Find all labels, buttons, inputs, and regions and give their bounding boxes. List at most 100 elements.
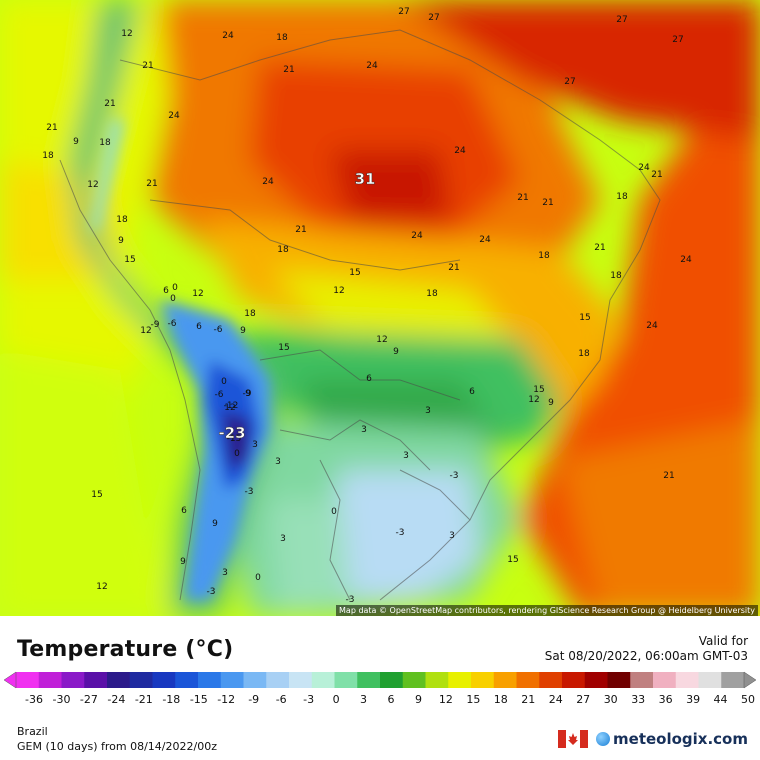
contour-label: 6 xyxy=(469,387,475,397)
map-attribution: Map data © OpenStreetMap contributors, r… xyxy=(336,605,758,616)
color-scale-ticks: -36 -30 -27 -24 -21 -18 -15 -12 -9 -6 -3 0 3 6 9 12 15 18… xyxy=(25,693,755,706)
scale-swatch xyxy=(539,672,563,688)
contour-label: 3 xyxy=(449,531,455,541)
scale-tick-label: -15 xyxy=(190,693,208,706)
contour-label: 21 xyxy=(46,123,57,133)
scale-swatch xyxy=(289,672,313,688)
scale-tick-label: -12 xyxy=(217,693,235,706)
contour-label: -3 xyxy=(346,595,355,605)
scale-swatch xyxy=(84,672,108,688)
contour-label: 27 xyxy=(616,15,627,25)
contour-label: 9 xyxy=(393,347,399,357)
color-scale: -36 -30 -27 -24 -21 -18 -15 -12 -9 -6 -3 0 3 6 9 12 15 18… xyxy=(3,671,757,706)
contour-label: -6 xyxy=(214,325,223,335)
contour-label: 3 xyxy=(222,568,228,578)
contour-label: 3 xyxy=(280,534,286,544)
contour-label: 3 xyxy=(403,451,409,461)
scale-swatch xyxy=(334,672,358,688)
scale-left-arrow xyxy=(3,671,17,689)
scale-tick-label: -36 xyxy=(25,693,43,706)
scale-swatch xyxy=(152,672,176,688)
contour-label: -9 xyxy=(151,320,160,330)
contour-label: -9 xyxy=(243,389,252,399)
contour-label: 21 xyxy=(295,225,306,235)
scale-tick-label: 36 xyxy=(659,693,673,706)
contour-label: 9 xyxy=(73,137,79,147)
contour-label: -3 xyxy=(245,487,254,497)
scale-tick-label: 0 xyxy=(333,693,340,706)
contour-label: 12 xyxy=(87,180,98,190)
contour-label: 24 xyxy=(646,321,658,331)
scale-tick-label: -3 xyxy=(303,693,314,706)
contour-label: 15 xyxy=(579,313,590,323)
region-label: Brazil xyxy=(17,725,48,738)
chart-title: Temperature (°C) xyxy=(17,637,234,662)
contour-label: -6 xyxy=(168,319,177,329)
scale-swatch xyxy=(607,672,631,688)
contour-label: -6 xyxy=(215,390,224,400)
contour-label: 21 xyxy=(146,179,157,189)
contour-label: 12 xyxy=(192,289,203,299)
scale-swatch xyxy=(38,672,62,688)
contour-label: 21 xyxy=(651,170,662,180)
contour-label: 3 xyxy=(252,440,258,450)
contour-label: 6 xyxy=(196,322,202,332)
contour-label: 3 xyxy=(361,425,367,435)
contour-label: 18 xyxy=(276,33,288,43)
contour-label: 12 xyxy=(96,582,107,592)
scale-tick-label: 24 xyxy=(549,693,563,706)
contour-label: 15 xyxy=(349,268,360,278)
contour-label: -12 xyxy=(224,401,239,411)
scale-swatch xyxy=(380,672,404,688)
contour-label: -3 xyxy=(396,528,405,538)
contour-label: 27 xyxy=(564,77,575,87)
contour-label: 24 xyxy=(262,177,274,187)
contour-label: 18 xyxy=(277,245,289,255)
contour-label: 9 xyxy=(548,398,554,408)
temperature-field xyxy=(0,0,760,616)
scale-swatch xyxy=(311,672,335,688)
contour-label: 0 xyxy=(331,507,337,517)
contour-label: 27 xyxy=(672,35,683,45)
country-borders xyxy=(59,29,661,601)
contour-label: 21 xyxy=(594,243,605,253)
scale-tick-label: 15 xyxy=(466,693,480,706)
scale-swatch xyxy=(653,672,677,688)
contour-label: 24 xyxy=(366,61,378,71)
contour-label: 24 xyxy=(411,231,423,241)
scale-tick-label: 27 xyxy=(576,693,590,706)
brand-block[interactable]: meteologix.com xyxy=(558,730,748,748)
contour-label: 3 xyxy=(275,457,281,467)
contour-label: 9 xyxy=(212,519,218,529)
contour-label: 18 xyxy=(610,271,622,281)
contour-label: 12 xyxy=(224,403,235,413)
scale-swatch xyxy=(357,672,381,688)
scale-swatch xyxy=(220,672,244,688)
contour-label: 27 xyxy=(428,13,439,23)
scale-swatch xyxy=(448,672,472,688)
scale-swatch xyxy=(16,672,40,688)
scale-tick-label: -18 xyxy=(162,693,180,706)
contour-label: 9 xyxy=(240,326,246,336)
scale-swatch xyxy=(471,672,495,688)
contour-label: 12 xyxy=(140,326,151,336)
contour-label: 21 xyxy=(283,65,294,75)
contour-label: 21 xyxy=(104,99,115,109)
scale-tick-label: 9 xyxy=(415,693,422,706)
scale-swatch xyxy=(175,672,199,688)
scale-swatch xyxy=(402,672,426,688)
contour-label: 24 xyxy=(168,111,180,121)
brand-logo[interactable]: meteologix.com xyxy=(596,730,748,748)
temperature-map[interactable]: 27 27 27 27 27 24 24 24 24 24 24 24 24 24 24 21 21 21 21 21… xyxy=(0,0,760,616)
scale-swatch xyxy=(630,672,654,688)
contour-label: 21 xyxy=(542,198,553,208)
scale-tick-label: 3 xyxy=(360,693,367,706)
scale-swatch xyxy=(584,672,608,688)
scale-tick-label: 50 xyxy=(741,693,755,706)
andes-cold-core xyxy=(90,120,270,600)
scale-swatch xyxy=(243,672,267,688)
contour-label: 24 xyxy=(479,235,491,245)
contour-label: 12 xyxy=(376,335,387,345)
contour-label: 12 xyxy=(121,29,132,39)
